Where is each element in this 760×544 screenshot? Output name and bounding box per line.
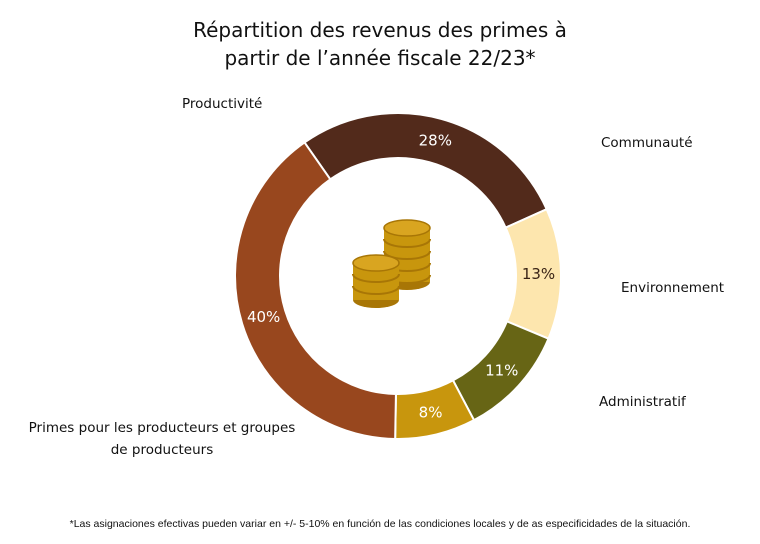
label-communaute: Communauté xyxy=(601,135,693,151)
donut-value-labels: 28% 13% 11% 8% 40% xyxy=(247,132,555,422)
donut-value-label-3: 8% xyxy=(419,404,443,422)
label-primes-line-1: Primes pour les producteurs et groupes xyxy=(28,420,296,436)
donut-slice-4 xyxy=(234,141,397,440)
coins-icon xyxy=(352,219,431,308)
label-environnement: Environnement xyxy=(621,280,725,296)
label-primes-producteurs: Primes pour les producteurs et groupes d… xyxy=(22,417,302,461)
footnote: *Las asignaciones efectivas pueden varia… xyxy=(69,518,691,530)
donut-slices xyxy=(234,112,562,440)
label-administratif: Administratif xyxy=(599,394,686,410)
donut-value-label-4: 40% xyxy=(247,308,280,326)
label-primes-line-2: de producteurs xyxy=(110,442,214,458)
chart-title: Répartition des revenus des primes à par… xyxy=(0,16,760,72)
chart-title-line-1: Répartition des revenus des primes à xyxy=(193,18,567,42)
label-productivite: Productivité xyxy=(182,96,263,112)
chart-title-line-2: partir de l’année fiscale 22/23* xyxy=(224,46,536,70)
donut-value-label-2: 11% xyxy=(485,362,518,380)
donut-slice-0 xyxy=(303,112,548,229)
donut-value-label-1: 13% xyxy=(522,265,555,283)
donut-value-label-0: 28% xyxy=(419,132,452,150)
